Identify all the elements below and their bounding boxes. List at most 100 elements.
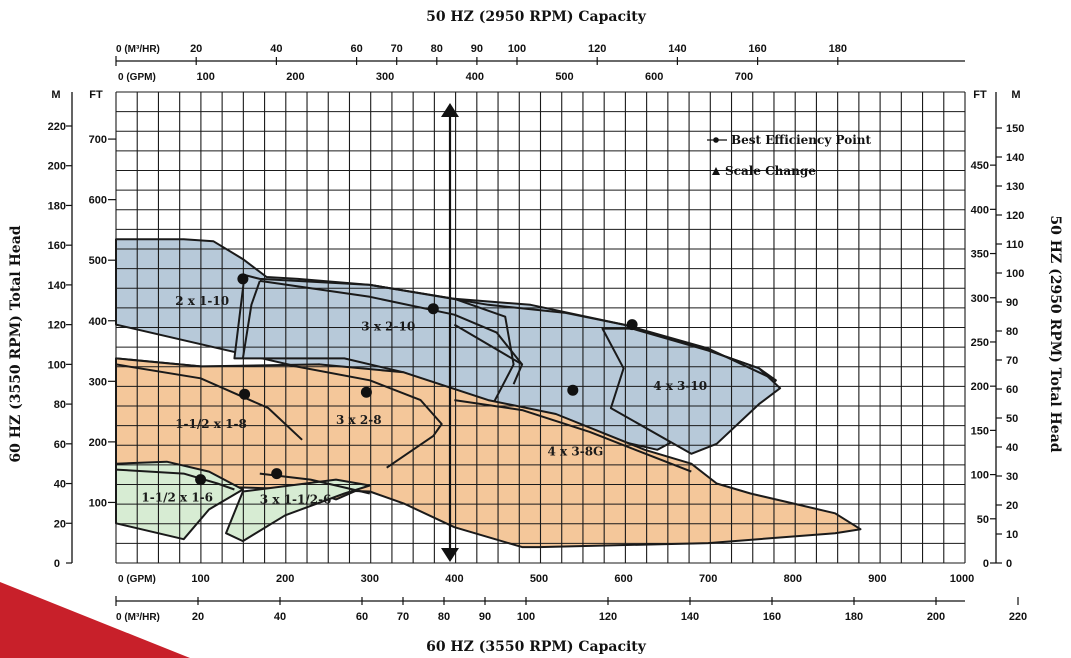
legend-triangle-icon (712, 167, 720, 175)
right-ft-tick: 50 (977, 514, 989, 526)
right-m-tick: 80 (1006, 326, 1018, 338)
right-m-tick: 90 (1006, 297, 1018, 309)
curve-4x3-10-inner (453, 323, 523, 366)
left-m-tick: 180 (48, 200, 66, 212)
bep-point (271, 468, 283, 480)
left-ft-unit: FT (89, 89, 103, 101)
corner-decoration (0, 582, 190, 658)
top-gpm-tick: 400 (466, 71, 484, 83)
right-m-tick: 120 (1006, 210, 1024, 222)
curve-3x2-10-bep-line (241, 280, 261, 359)
bottom-gpm-tick: 300 (361, 573, 379, 585)
top-gpm-tick: 300 (376, 71, 394, 83)
region-labels: 2 x 1-10 3 x 2-10 4 x 3-10 1-1/2 x 1-8 3 x 2… (141, 294, 707, 507)
right-ft-unit: FT (973, 89, 987, 101)
top-gpm-tick: 100 (197, 71, 215, 83)
left-m-tick: 80 (54, 399, 66, 411)
bottom-m3hr-tick: 180 (845, 611, 863, 623)
bep-point (237, 273, 249, 285)
bottom-gpm-tick: 600 (614, 573, 632, 585)
top-m3hr-tick: 160 (748, 43, 766, 55)
right-ft-tick: 400 (971, 204, 989, 216)
bottom-m3hr-tick: 100 (517, 611, 535, 623)
right-m-tick: 20 (1006, 500, 1018, 512)
bottom-m3hr-tick: 90 (479, 611, 491, 623)
legend: Best Efficiency Point Scale Change (707, 133, 871, 178)
bep-point (195, 474, 207, 486)
bottom-gpm-unit: 0 (GPM) (118, 574, 156, 585)
right-ft-tick: 250 (971, 337, 989, 349)
right-m-tick: 70 (1006, 355, 1018, 367)
left-ft-tick: 500 (89, 255, 107, 267)
right-m-tick: 150 (1006, 123, 1024, 135)
region-label-2-x-1-10: 2 x 1-10 (175, 294, 229, 308)
left-m-tick: 140 (48, 280, 66, 292)
bottom-gpm-tick: 1000 (950, 573, 974, 585)
legend-bep-label: Best Efficiency Point (731, 133, 871, 147)
right-m-tick: 0 (1006, 558, 1012, 570)
left-ft-tick: 300 (89, 376, 107, 388)
left-m-unit: M (51, 89, 60, 101)
bottom-gpm-tick: 100 (191, 573, 209, 585)
top-m3hr-unit: 0 (M³/HR) (116, 44, 160, 55)
left-m-tick: 200 (48, 161, 66, 173)
legend-bep-dot (713, 137, 719, 143)
region-label-1-1-2-x-1-6: 1-1/2 x 1-6 (141, 490, 213, 504)
left-ft-tick: 200 (89, 437, 107, 449)
bottom-m3hr-tick: 120 (599, 611, 617, 623)
right-ft-tick: 100 (971, 470, 989, 482)
right-ft-tick: 0 (983, 558, 989, 570)
left-ft-tick: 700 (89, 134, 107, 146)
bottom-m3hr-unit: 0 (M³/HR) (116, 612, 160, 623)
right-m-tick: 50 (1006, 413, 1018, 425)
top-axis-title: 50 HZ (2950 RPM) Capacity (426, 9, 647, 25)
right-m-tick: 140 (1006, 152, 1024, 164)
top-gpm-tick: 500 (555, 71, 573, 83)
bep-point (427, 303, 439, 315)
top-m3hr-tick: 140 (668, 43, 686, 55)
scale-change-marker-top (441, 103, 459, 117)
top-m3hr-tick: 100 (508, 43, 526, 55)
top-m3hr-tick: 120 (588, 43, 606, 55)
curve-3x2-8-curve (285, 363, 443, 469)
top-m3hr-tick: 80 (431, 43, 443, 55)
right-m-tick: 40 (1006, 442, 1018, 454)
bottom-gpm-tick: 400 (445, 573, 463, 585)
left-ft-tick: 400 (89, 316, 107, 328)
bottom-m3hr-tick: 40 (274, 611, 286, 623)
top-m3hr-tick: 70 (391, 43, 403, 55)
bottom-m3hr-tick: 60 (356, 611, 368, 623)
bottom-m3hr-tick: 20 (192, 611, 204, 623)
bottom-axis-title: 60 HZ (3550 RPM) Capacity (426, 639, 647, 655)
region-label-1-1-2-x-1-8: 1-1/2 x 1-8 (175, 417, 247, 431)
bottom-gpm-tick: 500 (530, 573, 548, 585)
legend-scale-label: Scale Change (725, 164, 816, 178)
bottom-m3hr-tick: 200 (927, 611, 945, 623)
right-m-tick: 100 (1006, 268, 1024, 280)
bottom-gpm-tick: 800 (784, 573, 802, 585)
curve-4x3-8g-curve (454, 399, 692, 473)
bottom-m3hr-tick: 70 (397, 611, 409, 623)
top-m3hr-tick: 60 (350, 43, 362, 55)
top-gpm-tick: 600 (645, 71, 663, 83)
right-m-tick: 110 (1006, 239, 1024, 251)
region-label-3-x-1-1-2-6: 3 x 1-1/2-6 (260, 492, 332, 506)
top-gpm-unit: 0 (GPM) (118, 72, 156, 83)
axes: 0 (GPM) 100 200 300 400 500 600 700 800 900 10000 … (48, 43, 1028, 623)
left-m-tick: 20 (54, 518, 66, 530)
left-axis-title: 60 HZ (3550 RPM) Total Head (8, 225, 24, 462)
bottom-m3hr-tick: 140 (681, 611, 699, 623)
region-label-3-x-2-10: 3 x 2-10 (361, 320, 415, 334)
pump-curves (115, 279, 777, 495)
right-m-unit: M (1011, 89, 1020, 101)
region-label-4-x-3-8g: 4 x 3-8G (548, 445, 604, 459)
top-m3hr-tick: 180 (829, 43, 847, 55)
bep-point (567, 384, 579, 396)
left-m-tick: 40 (54, 479, 66, 491)
top-gpm-tick: 700 (735, 71, 753, 83)
left-m-tick: 100 (48, 359, 66, 371)
top-m3hr-tick: 40 (270, 43, 282, 55)
left-ft-tick: 600 (89, 195, 107, 207)
right-m-tick: 130 (1006, 181, 1024, 193)
curve-1-1-2x1-8-curve (115, 363, 303, 441)
